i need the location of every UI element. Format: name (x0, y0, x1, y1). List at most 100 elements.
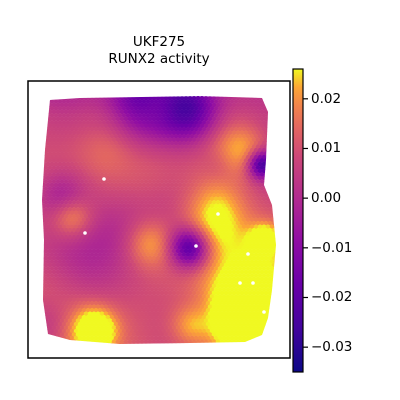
spot (193, 140, 199, 146)
spot (109, 161, 115, 167)
spot (49, 231, 55, 236)
spot (213, 106, 219, 111)
spot (259, 158, 265, 163)
spot (233, 321, 239, 327)
spot (215, 241, 221, 247)
spot (89, 147, 95, 153)
spot (205, 134, 211, 139)
spot (139, 151, 145, 156)
spot (211, 151, 217, 156)
spot (135, 318, 141, 324)
spot (195, 116, 201, 122)
spot (63, 172, 69, 177)
spot (185, 238, 191, 243)
spot (237, 99, 243, 104)
spot (121, 301, 127, 306)
spot (77, 210, 83, 216)
spot (151, 318, 157, 324)
spot (99, 200, 105, 205)
spot (83, 248, 89, 254)
spot (213, 231, 219, 236)
spot (249, 287, 255, 292)
spot (273, 266, 276, 271)
spot (193, 287, 199, 292)
spot (79, 186, 85, 191)
spot (103, 116, 109, 122)
spot (103, 269, 109, 275)
spot (81, 113, 87, 118)
spot (235, 116, 241, 122)
spot (185, 294, 191, 299)
spot (265, 203, 271, 209)
spot (213, 196, 219, 202)
spot (107, 102, 113, 108)
spot (243, 332, 249, 337)
spot (85, 106, 91, 111)
spot (179, 297, 185, 303)
spot (179, 200, 185, 205)
spot (145, 175, 151, 181)
spot (131, 297, 137, 303)
spot (215, 200, 221, 205)
spot (83, 269, 89, 275)
spot (207, 297, 213, 303)
spot (79, 144, 85, 149)
spot (129, 252, 135, 257)
spot (195, 248, 201, 254)
spot (261, 335, 267, 341)
spot (225, 168, 231, 174)
spot (123, 214, 129, 219)
spot (103, 165, 109, 170)
spot (153, 120, 159, 125)
spot (269, 147, 275, 153)
spot (89, 127, 95, 132)
spot (71, 130, 77, 136)
spot (97, 175, 103, 181)
spot (49, 328, 55, 334)
spot (183, 137, 189, 143)
spot (181, 245, 187, 250)
spot (237, 252, 243, 257)
spot (77, 273, 83, 278)
spot (47, 96, 53, 101)
spot (141, 301, 147, 306)
spot (211, 221, 217, 226)
spot (89, 294, 95, 299)
spot (81, 106, 87, 111)
spot (221, 335, 227, 341)
spot (69, 245, 75, 250)
spot (213, 99, 219, 104)
spot (205, 328, 211, 334)
spot (113, 252, 119, 257)
spot (133, 328, 139, 334)
spot (93, 266, 99, 271)
spot (275, 221, 276, 226)
spot (231, 248, 237, 254)
spot (211, 158, 217, 163)
spot (213, 127, 219, 132)
spot (247, 214, 253, 219)
spot (161, 273, 167, 278)
spot (61, 154, 67, 160)
spot (139, 144, 145, 149)
spot (207, 144, 213, 149)
spot (135, 165, 141, 170)
spot (91, 332, 97, 337)
spot (259, 227, 265, 233)
spot (75, 144, 81, 149)
spot (113, 335, 119, 341)
spot (55, 221, 61, 226)
spot (125, 328, 131, 334)
spot (171, 276, 177, 282)
spot (129, 294, 135, 299)
spot (207, 304, 213, 310)
spot (55, 172, 61, 177)
spot (135, 123, 141, 129)
spot (239, 123, 245, 129)
spot (211, 339, 217, 344)
spot (93, 113, 99, 118)
spot (95, 165, 101, 170)
spot (121, 210, 127, 216)
spot (143, 297, 149, 303)
spot (139, 186, 145, 191)
